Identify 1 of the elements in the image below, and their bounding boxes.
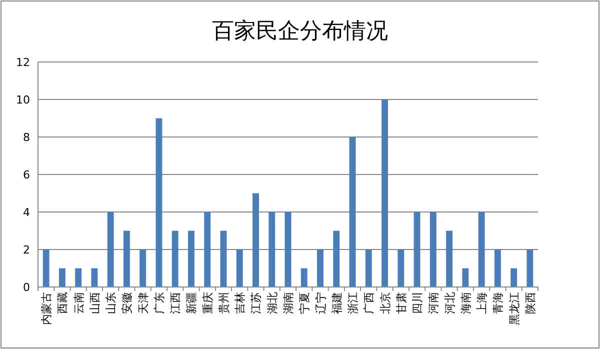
title: 百家民企分布情况 [212,19,388,44]
